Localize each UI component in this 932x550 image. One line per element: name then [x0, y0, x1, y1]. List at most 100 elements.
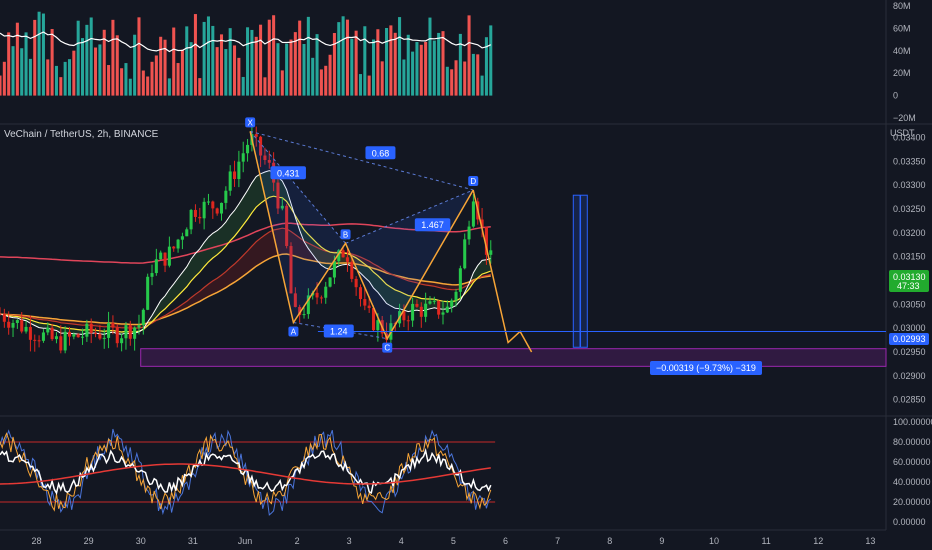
candle	[111, 315, 115, 335]
volume-bar	[480, 75, 484, 96]
time-tick: 3	[347, 536, 352, 546]
time-tick: 4	[399, 536, 404, 546]
candle	[128, 320, 132, 346]
candle-body	[345, 257, 349, 262]
price-axis[interactable]: 0.03400 0.03350 0.03300 0.03250 0.03200 0.031…	[893, 133, 926, 405]
price-tick: 0.03200	[893, 228, 926, 238]
volume-bar	[211, 25, 215, 96]
volume-bar	[0, 75, 2, 96]
candle-body	[445, 306, 449, 313]
volume-bar	[267, 19, 271, 96]
volume-tick: 80M	[893, 1, 911, 11]
volume-tick: 0	[893, 91, 898, 101]
volume-bar	[484, 37, 488, 96]
candle	[432, 296, 436, 305]
volume-bar	[11, 46, 15, 96]
time-tick: 9	[659, 536, 664, 546]
candle-body	[2, 314, 6, 322]
volume-bar	[450, 69, 454, 96]
candle-body	[371, 308, 376, 331]
volume-bar	[67, 59, 72, 96]
candle	[72, 332, 76, 340]
candle	[254, 126, 258, 147]
point-badge	[245, 117, 256, 128]
time-tick: 12	[813, 536, 823, 546]
candle	[28, 315, 32, 352]
candle-body	[107, 322, 111, 338]
candle-body	[150, 273, 154, 277]
volume-bar	[376, 29, 380, 96]
time-axis[interactable]: 28 29 30 31 Jun 2 3 4 5 6 7 8 9 10 11 12 13	[31, 536, 875, 546]
ratio-text: 0.68	[372, 148, 390, 158]
candle	[454, 288, 458, 307]
time-tick: 30	[136, 536, 146, 546]
volume-bar	[98, 44, 102, 96]
candle-body	[37, 340, 41, 342]
ratio-line-xb	[249, 131, 346, 244]
point-label: A	[291, 327, 297, 336]
price-tick: 0.03150	[893, 252, 926, 262]
volume-bar	[354, 30, 358, 96]
ma-band-fill	[0, 170, 491, 335]
candle-body	[406, 320, 410, 322]
candle	[319, 295, 323, 304]
support-zone	[140, 348, 887, 367]
symbol-title: VeChain / TetherUS, 2h, BINANCE	[4, 129, 159, 140]
candle-body	[432, 300, 436, 302]
candle-body	[72, 334, 76, 337]
candle-body	[363, 299, 367, 306]
volume-bar	[263, 77, 267, 96]
candle	[358, 284, 363, 307]
candle-body	[46, 327, 50, 333]
candle-body	[246, 144, 250, 154]
volume-bar	[154, 55, 158, 96]
candle	[193, 204, 197, 222]
volume-bar	[33, 19, 37, 96]
volume-bar	[141, 70, 145, 96]
volume-bar	[385, 27, 389, 96]
candle	[215, 207, 219, 216]
candle	[241, 141, 245, 173]
candle	[154, 248, 158, 276]
support-zone-box	[140, 348, 887, 367]
target-price-label: 0.02993	[889, 333, 929, 345]
candle-body	[263, 155, 267, 160]
candle-body	[332, 261, 336, 278]
volume-bar	[293, 32, 297, 96]
volume-bar	[419, 44, 423, 96]
volume-bar	[7, 32, 11, 96]
candle	[463, 233, 467, 270]
candle-body	[354, 278, 358, 288]
volume-bar	[471, 53, 475, 96]
candle	[2, 308, 6, 328]
candle-body	[259, 136, 263, 156]
volume-ma-line	[0, 31, 492, 53]
volume-bar	[259, 24, 263, 96]
candle-body	[219, 202, 224, 214]
point-badge	[382, 342, 393, 353]
candle	[267, 150, 271, 169]
pattern-triangle-xab	[250, 131, 346, 323]
oscillator	[0, 428, 496, 516]
volume-bar	[241, 76, 245, 96]
volume-bar	[107, 65, 111, 96]
ratio-text: 1.467	[421, 220, 444, 230]
volume-bar	[41, 13, 45, 96]
price-candles	[0, 123, 493, 354]
candle-body	[428, 301, 432, 304]
candle-body	[167, 246, 171, 266]
candle-body	[211, 201, 215, 209]
volume-bar	[111, 19, 115, 96]
oscillator-axis: 100.00000 80.00000 60.00000 40.00000 20.0000…	[893, 417, 932, 527]
candle-body	[350, 261, 354, 279]
last-price-value: 0.03130	[893, 272, 926, 282]
volume-bar	[137, 17, 141, 96]
ratio-line-bd	[345, 189, 474, 244]
volume-bar	[358, 74, 363, 96]
volume-bar	[89, 17, 93, 96]
harmonic-pattern[interactable]: X A B C D 0.431 0.68 1.467 1.24	[245, 117, 886, 353]
volume-bar	[228, 28, 232, 96]
ma-line	[0, 253, 491, 326]
candle	[80, 328, 85, 345]
